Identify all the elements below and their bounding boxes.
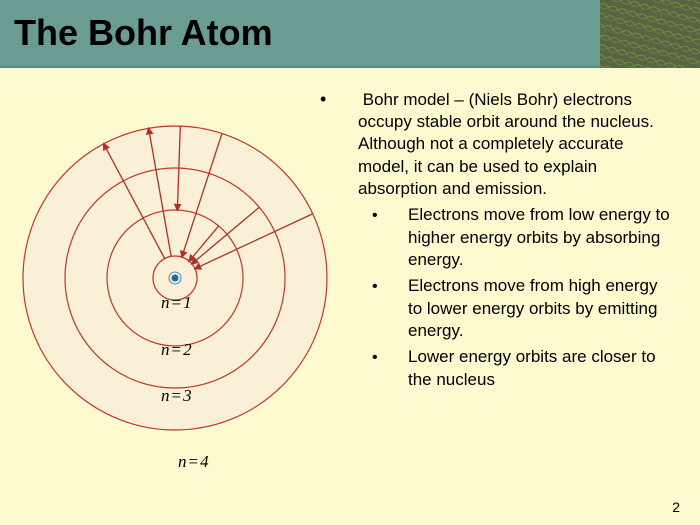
page-title: The Bohr Atom xyxy=(14,12,273,54)
sub-bullet-text: Lower energy orbits are closer to the nu… xyxy=(408,347,656,389)
sub-bullet-item: Electrons move from low energy to higher… xyxy=(390,204,670,271)
decorative-mesh-icon xyxy=(600,0,700,68)
orbit-label: n=3 xyxy=(161,386,192,406)
main-bullet-list: Bohr model – (Niels Bohr) electrons occu… xyxy=(340,88,670,391)
main-bullet-item: Bohr model – (Niels Bohr) electrons occu… xyxy=(340,88,670,391)
bohr-diagram: n=1 n=2 n=3 n=4 xyxy=(10,88,330,488)
orbit-label: n=2 xyxy=(161,340,192,360)
orbit-label: n=4 xyxy=(178,452,209,472)
content-row: n=1 n=2 n=3 n=4 Bohr model – (Niels Bohr) e… xyxy=(0,68,700,488)
sub-bullet-text: Electrons move from high energy to lower… xyxy=(408,276,657,340)
orbit-label: n=1 xyxy=(161,293,192,313)
sub-bullet-item: Electrons move from high energy to lower… xyxy=(390,275,670,342)
sub-bullet-text: Electrons move from low energy to higher… xyxy=(408,205,670,269)
sub-bullet-item: Lower energy orbits are closer to the nu… xyxy=(390,346,670,391)
page-number: 2 xyxy=(672,499,680,515)
title-bar: The Bohr Atom xyxy=(0,0,700,68)
text-area: Bohr model – (Niels Bohr) electrons occu… xyxy=(330,88,690,488)
sub-bullet-list: Electrons move from low energy to higher… xyxy=(358,204,670,391)
main-text: Bohr model – (Niels Bohr) electrons occu… xyxy=(358,90,654,198)
